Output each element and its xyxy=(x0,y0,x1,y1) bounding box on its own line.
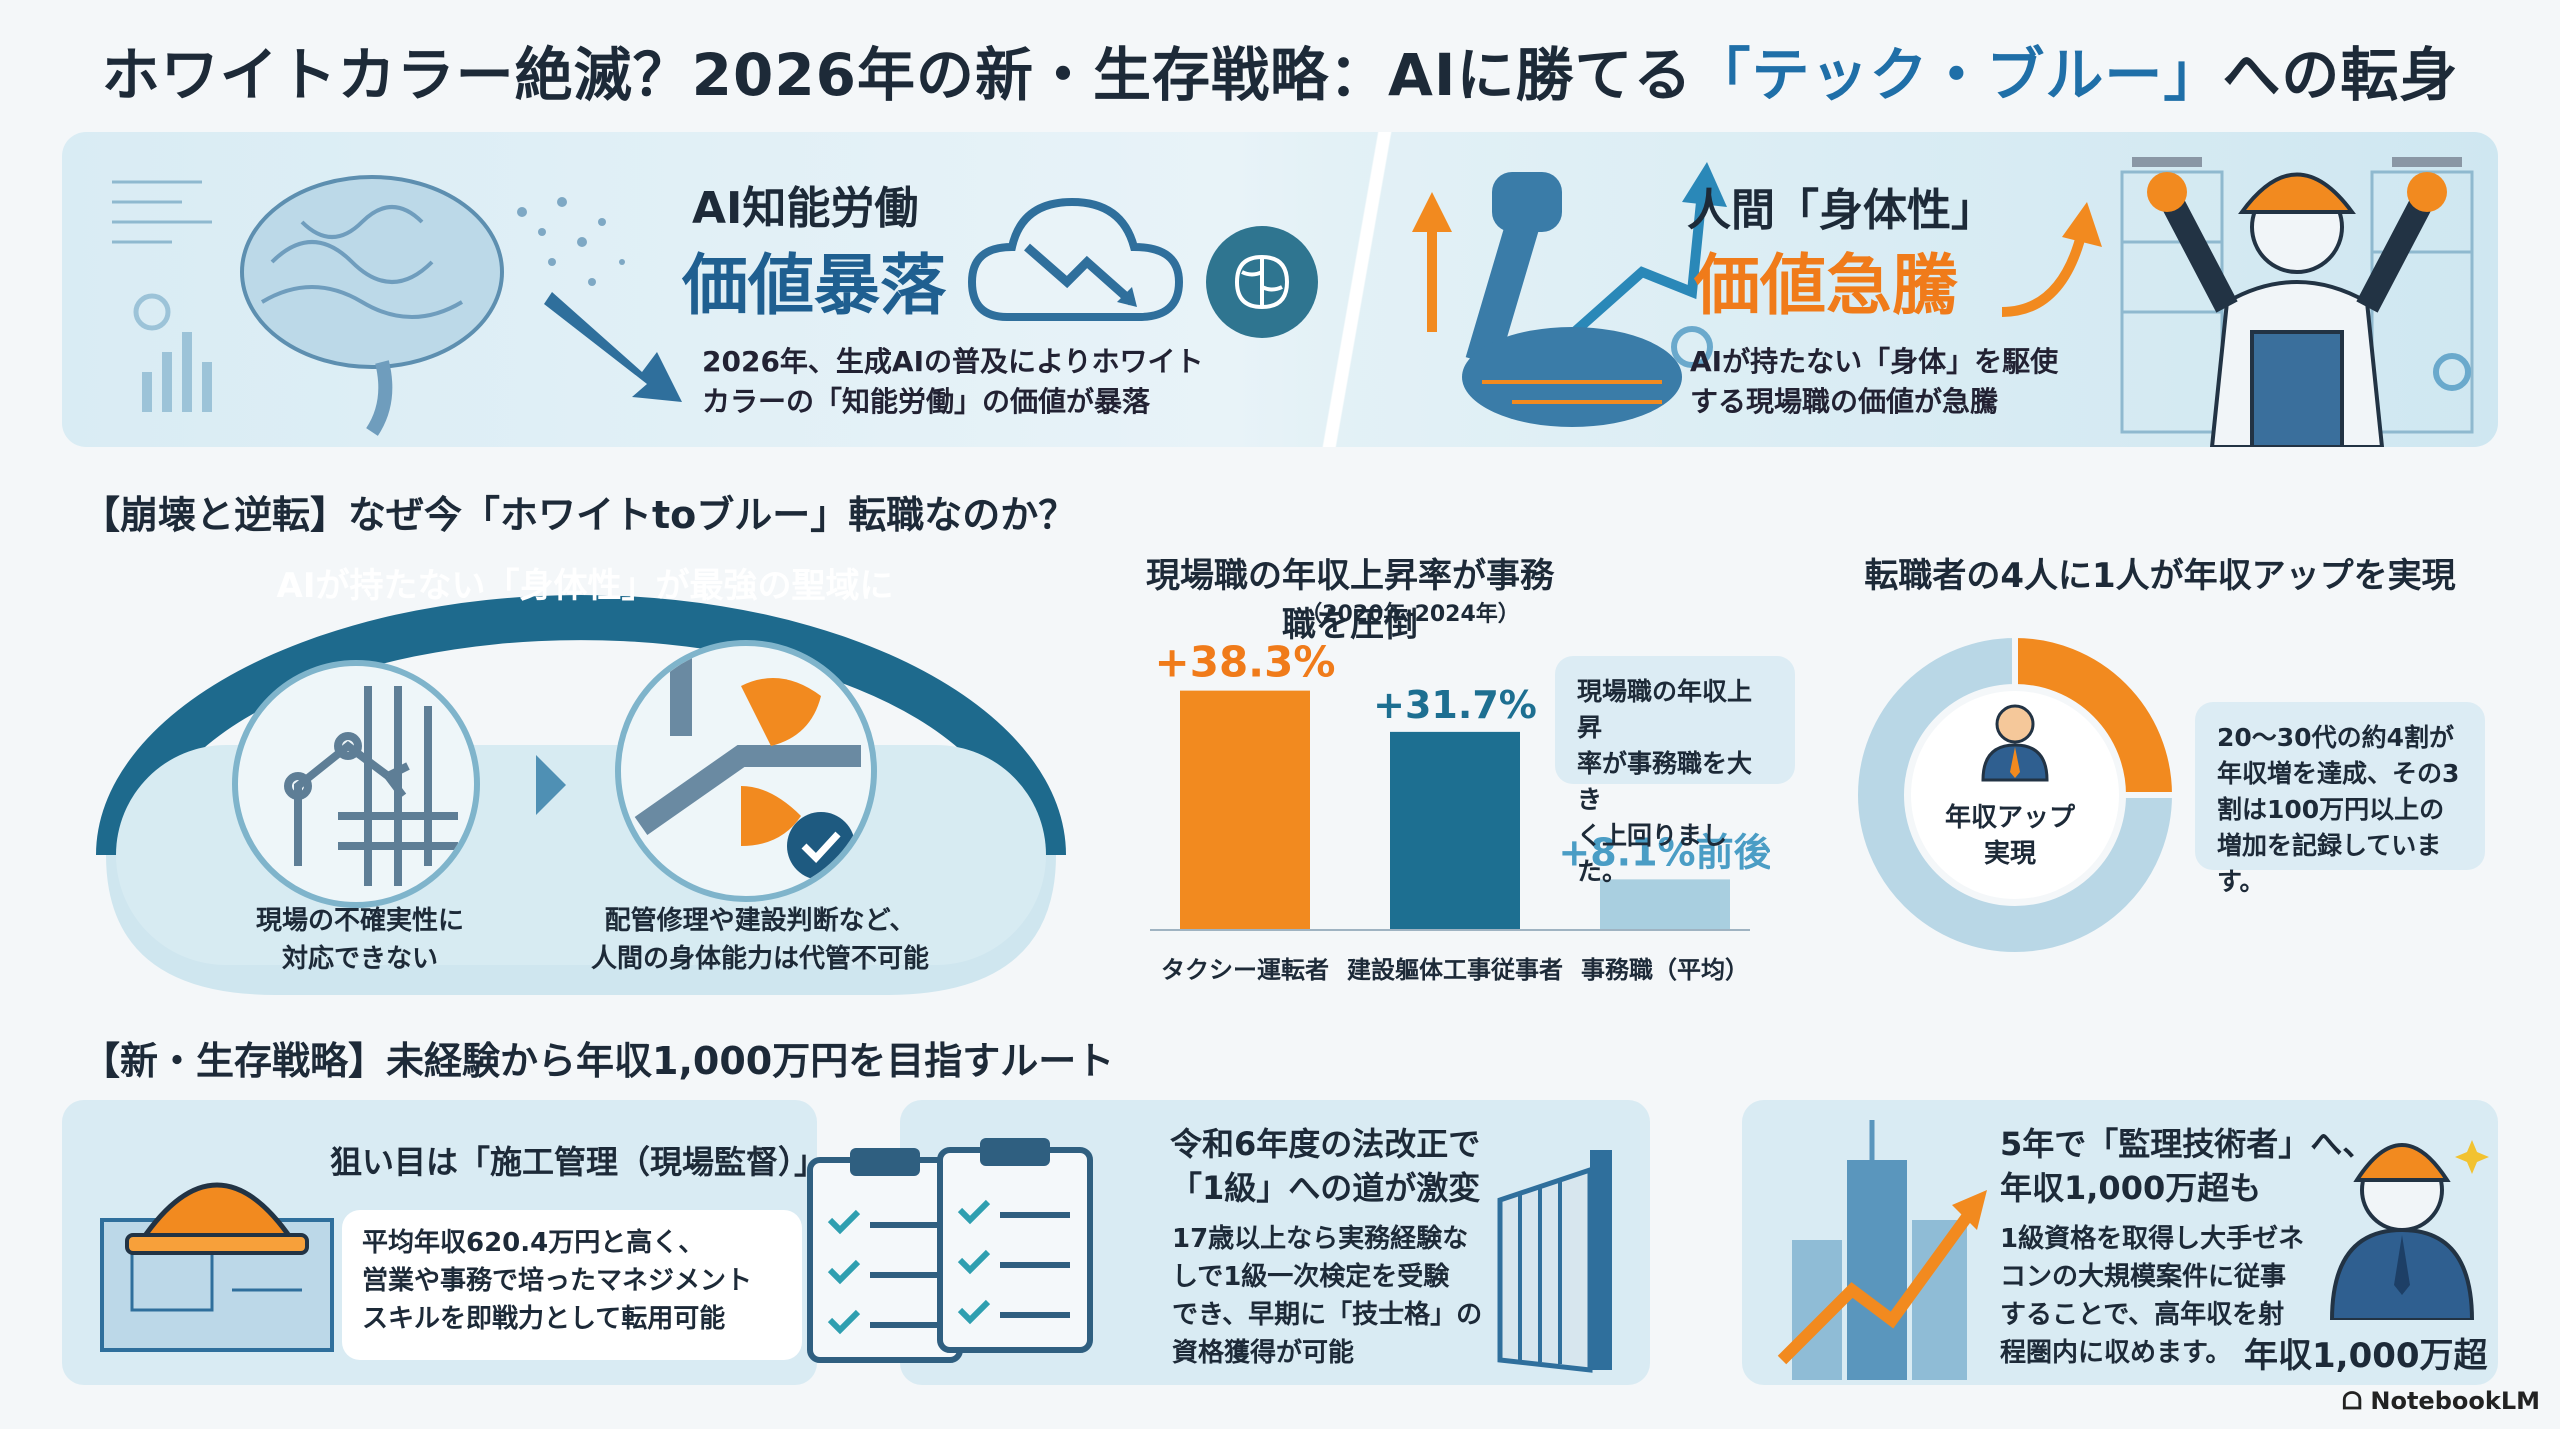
card1-heading: 狙い目は「施工管理（現場監督）」 xyxy=(330,1143,827,1181)
helmet-blueprint-icon xyxy=(100,1182,334,1352)
bar-2 xyxy=(1600,879,1730,930)
card3-line-2: コンの大規模案件に従事 xyxy=(2000,1262,2287,1292)
bar-0 xyxy=(1180,690,1310,930)
card2-line-2: しで1級一次検定を受験 xyxy=(1172,1262,1450,1292)
card2-line-1: 17歳以上なら実務経験な xyxy=(1172,1224,1469,1254)
card-law-revision: 令和6年度の法改正で 「1級」への道が激変 17歳以上なら実務経験な しで1級一… xyxy=(807,1100,1650,1385)
card1-text-box: 平均年収620.4万円と高く、 営業や事務で培ったマネジメント スキルを即戦力と… xyxy=(342,1210,802,1360)
ai-brain-icon xyxy=(112,175,682,436)
clipboard-checklist-icon-1 xyxy=(807,1148,963,1363)
right-desc-line-2: する現場職の価値が急騰 xyxy=(1690,385,1999,418)
banner-divider xyxy=(1312,132,1402,447)
construction-worker-icon xyxy=(2120,157,2474,447)
donut-slice-1 xyxy=(1852,631,2179,958)
card3-heading-line-2: 年収1,000万超も xyxy=(2000,1169,2262,1207)
donut-annotation-line-3: 割は100万円以上の xyxy=(2217,795,2445,824)
card3-line-4: 程圏内に収めます。 xyxy=(2000,1338,2232,1368)
robot-arm-pipes-icon xyxy=(232,660,480,908)
left-caption-line-1: 現場の不確実性に xyxy=(255,906,464,936)
title-prefix: ホワイトカラー絶滅？2026年の新・生存戦略：AIに勝てる xyxy=(101,41,1693,109)
hands-pipe-repair-icon xyxy=(615,640,877,902)
card3-line-3: することで、高年収を射 xyxy=(2000,1300,2285,1330)
section1-heading: 【崩壊と逆転】なぜ今「ホワイトtoブルー」転職なのか？ xyxy=(82,493,1077,537)
brain-circle-icon xyxy=(1206,226,1318,338)
card1-line-1: 平均年収620.4万円と高く、 xyxy=(362,1228,705,1258)
cloud-down-icon xyxy=(967,197,1184,321)
person-icon xyxy=(1981,704,2049,782)
donut-center-line-2: 実現 xyxy=(1983,839,2036,869)
bar-value-label-0: +38.3% xyxy=(1155,638,1336,687)
card1-line-2: 営業や事務で培ったマネジメント xyxy=(362,1266,753,1296)
donut-center-line-1: 年収アップ xyxy=(1944,803,2075,833)
donut-annotation-line-2: 年収増を達成、その3 xyxy=(2217,759,2460,788)
card2-line-3: でき、早期に「技士格」の xyxy=(1172,1300,1483,1330)
top-banner: AI知能労働 価値暴落 2026年、生成AIの普及によりホワイト カラーの「知能… xyxy=(62,132,2498,447)
bar-chart: +38.3% +31.7% +8.1%前後 xyxy=(1150,638,1770,931)
donut-chart-title: 転職者の4人に1人が年収アップを実現 xyxy=(1864,556,2456,596)
card3-heading-line-1: 5年で「監理技術者」へ、 xyxy=(2000,1125,2375,1163)
arch-label: AIが持たない「身体性」が最強の聖域に xyxy=(276,566,894,606)
bar-category-label-0: タクシー運転者 xyxy=(1161,956,1329,984)
value-crash-label: 価値暴落 xyxy=(682,247,946,324)
growth-buildings-icon xyxy=(1777,1120,1987,1380)
card2-line-4: 資格獲得が可能 xyxy=(1172,1338,1355,1368)
income-badge: 年収1,000万超 xyxy=(2244,1336,2488,1376)
right-desc-line-1: AIが持たない「身体」を駆使 xyxy=(1690,345,2059,378)
bar-annotation-line-3: く上回りました。 xyxy=(1577,821,1728,886)
bar-category-label-2: 事務職（平均） xyxy=(1581,956,1749,984)
bar-chart-subtitle: （2020年-2024年） xyxy=(1300,602,1520,627)
engineer-helmet-icon xyxy=(2329,1140,2489,1320)
card1-line-3: スキルを即戦力として転用可能 xyxy=(362,1304,726,1334)
ai-labor-heading: AI知能労働 xyxy=(692,183,919,234)
section2-heading: 【新・生存戦略】未経験から年収1,000万円を目指すルート xyxy=(82,1039,1115,1083)
page-title: ホワイトカラー絶滅？2026年の新・生存戦略：AIに勝てる「テック・ブルー」への… xyxy=(0,28,2560,112)
bar-chart-title: 現場職の年収上昇率が事務職を圧倒 xyxy=(1146,556,1554,645)
bar-value-label-2: +8.1%前後 xyxy=(1558,830,1770,874)
brand-text: NotebookLM xyxy=(2370,1387,2540,1415)
donut-chart xyxy=(1852,631,2179,958)
robot-arm-icon xyxy=(1412,162,1727,427)
brand-logo: ᗝ NotebookLM xyxy=(2342,1387,2540,1415)
card2-heading-line-2: 「1級」への道が激変 xyxy=(1170,1169,1481,1207)
bar-chart-annotation: 現場職の年収上昇 率が事務職を大き く上回りました。 xyxy=(1555,656,1795,886)
bar-annotation-line-1: 現場職の年収上昇 xyxy=(1577,677,1753,742)
card-construction-management: 狙い目は「施工管理（現場監督）」 平均年収620.4万円と高く、 営業や事務で培… xyxy=(62,1100,827,1385)
donut-annotation: 20～30代の約4割が 年収増を達成、その3 割は100万円以上の 増加を記録し… xyxy=(2195,702,2485,896)
bar-annotation-line-2: 率が事務職を大き xyxy=(1577,749,1753,814)
title-suffix: への転身 xyxy=(2222,41,2459,109)
human-physicality-heading: 人間「身体性」 xyxy=(1687,185,1995,236)
up-arrow-icon xyxy=(2001,202,2102,317)
gate-icon xyxy=(1497,1150,1612,1373)
brand-icon: ᗝ xyxy=(2342,1387,2371,1415)
donut-center-label: 年収アップ 実現 xyxy=(1920,800,2100,872)
clipboard-checklist-icon-2 xyxy=(937,1138,1093,1353)
left-desc-line-2: カラーの「知能労働」の価値が暴落 xyxy=(702,385,1151,418)
right-caption-line-2: 人間の身体能力は代管不可能 xyxy=(590,944,929,974)
right-caption-line-1: 配管修理や建設判断など、 xyxy=(604,906,916,936)
card3-line-1: 1級資格を取得し大手ゼネ xyxy=(2000,1224,2305,1254)
value-surge-label: 価値急騰 xyxy=(1694,247,1958,324)
left-desc-line-1: 2026年、生成AIの普及によりホワイト xyxy=(702,345,1204,378)
card-supervising-engineer: 5年で「監理技術者」へ、 年収1,000万超も 1級資格を取得し大手ゼネ コンの… xyxy=(1742,1100,2498,1385)
title-highlight: 「テック・ブルー」 xyxy=(1692,41,2223,109)
donut-hole xyxy=(1911,691,2119,899)
bar-category-label-1: 建設軀体工事従事者 xyxy=(1347,956,1563,984)
donut-annotation-line-4: 増加を記録しています。 xyxy=(2217,831,2442,896)
bar-1 xyxy=(1390,731,1520,930)
bar-value-label-1: +31.7% xyxy=(1373,683,1537,727)
card2-heading-line-1: 令和6年度の法改正で xyxy=(1170,1125,1481,1163)
left-caption-line-2: 対応できない xyxy=(281,944,438,974)
donut-annotation-line-1: 20～30代の約4割が xyxy=(2217,723,2454,752)
